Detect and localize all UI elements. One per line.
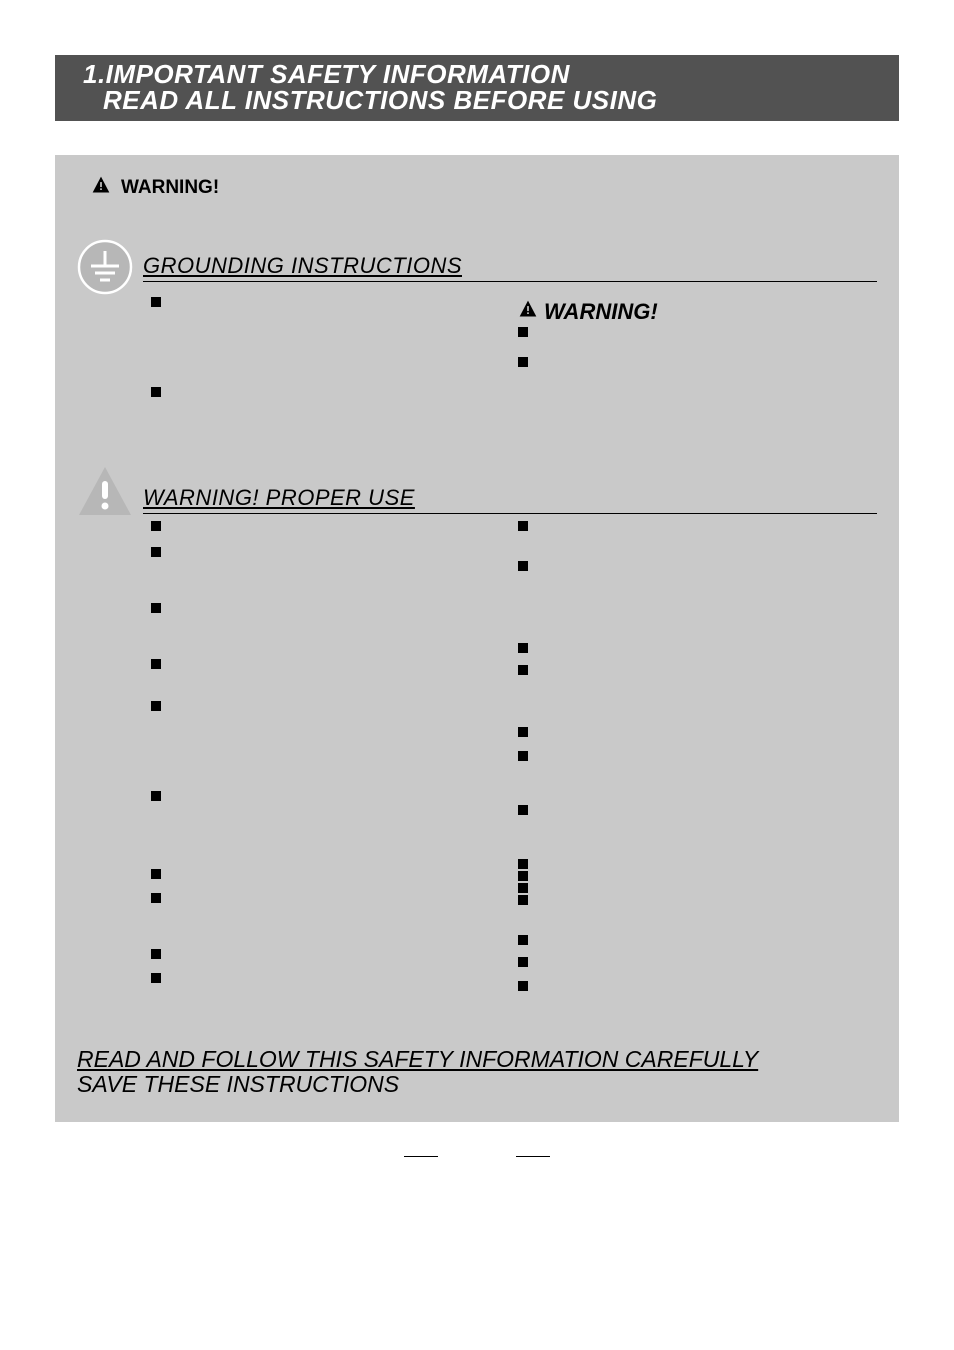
title-line-1: 1.IMPORTANT SAFETY INFORMATION [83, 61, 889, 87]
bullet-item [518, 519, 865, 559]
bullet-square-icon [518, 981, 528, 991]
bullet-square-icon [518, 643, 528, 653]
page-mark-right [516, 1156, 550, 1157]
section-proper-use-title: WARNING! PROPER USE [143, 485, 877, 514]
bullet-square-icon [151, 387, 161, 397]
title-line-2: READ ALL INSTRUCTIONS BEFORE USING [83, 87, 889, 113]
bullet-item [518, 869, 865, 881]
ground-symbol-icon [77, 239, 133, 295]
bullet-item [518, 325, 865, 355]
bullet-item [151, 699, 502, 789]
bullet-square-icon [518, 957, 528, 967]
bullet-square-icon [518, 805, 528, 815]
footer: READ AND FOLLOW THIS SAFETY INFORMATION … [77, 1047, 877, 1098]
bullet-item [151, 867, 502, 891]
bullet-item [151, 947, 502, 971]
bullet-item [518, 881, 865, 893]
bullet-square-icon [518, 665, 528, 675]
section-proper-use-header: WARNING! PROPER USE [77, 463, 877, 519]
bullet-item [518, 955, 865, 979]
page-mark-left [404, 1156, 438, 1157]
bullet-item [518, 803, 865, 857]
section-grounding-columns: WARNING! [151, 295, 877, 419]
bullet-square-icon [151, 791, 161, 801]
bullet-square-icon [518, 327, 528, 337]
section-proper-use: WARNING! PROPER USE [77, 463, 877, 1003]
bullet-square-icon [151, 521, 161, 531]
section-proper-use-columns [151, 519, 877, 1003]
bullet-item [518, 979, 865, 1003]
bullet-item [151, 657, 502, 699]
grounding-col-right: WARNING! [514, 295, 877, 419]
bullet-square-icon [151, 603, 161, 613]
warning-triangle-icon [518, 299, 538, 325]
bullet-square-icon [151, 949, 161, 959]
bullet-square-icon [518, 859, 528, 869]
bullet-item [151, 891, 502, 947]
warning-heading: WARNING! [91, 175, 877, 201]
bullet-item [518, 355, 865, 385]
bullet-square-icon [151, 659, 161, 669]
footer-line-2: SAVE THESE INSTRUCTIONS [77, 1072, 877, 1097]
bullet-square-icon [151, 973, 161, 983]
section-grounding: GROUNDING INSTRUCTIONS WARNING! [77, 239, 877, 419]
page-number-marks [55, 1156, 899, 1157]
bullet-item [151, 385, 502, 419]
bullet-square-icon [518, 883, 528, 893]
bullet-square-icon [518, 751, 528, 761]
title-bar: 1.IMPORTANT SAFETY INFORMATION READ ALL … [55, 55, 899, 121]
bullet-item [518, 857, 865, 869]
bullet-item [151, 545, 502, 601]
bullet-square-icon [151, 547, 161, 557]
warning-heading-label: WARNING! [121, 177, 219, 199]
bullet-square-icon [518, 727, 528, 737]
bullet-square-icon [518, 357, 528, 367]
bullet-square-icon [518, 895, 528, 905]
footer-line-1: READ AND FOLLOW THIS SAFETY INFORMATION … [77, 1047, 877, 1072]
bullet-item [151, 601, 502, 657]
bullet-item [151, 789, 502, 867]
bullet-item [518, 749, 865, 803]
inline-warning: WARNING! [518, 299, 865, 325]
bullet-item [518, 893, 865, 933]
bullet-item [518, 559, 865, 641]
section-grounding-header: GROUNDING INSTRUCTIONS [77, 239, 877, 295]
warning-triangle-icon [91, 175, 111, 201]
grounding-col-left [151, 295, 514, 419]
bullet-item [518, 933, 865, 955]
section-grounding-title: GROUNDING INSTRUCTIONS [143, 253, 877, 282]
bullet-item [151, 295, 502, 385]
bullet-square-icon [151, 297, 161, 307]
page: 1.IMPORTANT SAFETY INFORMATION READ ALL … [0, 0, 954, 1197]
proper-use-col-right [514, 519, 877, 1003]
bullet-square-icon [518, 521, 528, 531]
bullet-item [518, 725, 865, 749]
bullet-square-icon [151, 701, 161, 711]
inline-warning-label: WARNING! [544, 299, 658, 325]
bullet-item [518, 641, 865, 663]
bullet-square-icon [151, 893, 161, 903]
bullet-item [518, 663, 865, 725]
bullet-item [151, 971, 502, 995]
bullet-square-icon [151, 869, 161, 879]
bullet-square-icon [518, 935, 528, 945]
proper-use-col-left [151, 519, 514, 1003]
bullet-square-icon [518, 561, 528, 571]
bullet-item [151, 519, 502, 545]
bullet-square-icon [518, 871, 528, 881]
warning-exclamation-icon [77, 463, 133, 519]
warning-panel: WARNING! GROUNDING INSTRUCTIONS [55, 155, 899, 1122]
